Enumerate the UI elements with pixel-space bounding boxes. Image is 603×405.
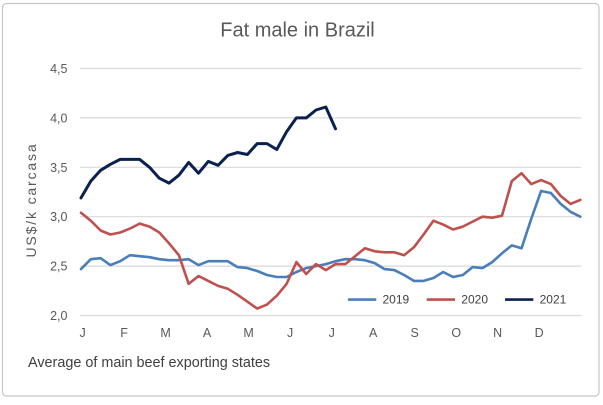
svg-text:US$/k carcasa: US$/k carcasa — [23, 142, 39, 257]
svg-text:A: A — [369, 326, 378, 340]
svg-text:4,5: 4,5 — [50, 62, 67, 76]
svg-text:S: S — [411, 326, 419, 340]
svg-text:2,0: 2,0 — [50, 309, 67, 323]
svg-text:Fat male in Brazil: Fat male in Brazil — [220, 20, 375, 42]
svg-text:Average of main beef exporting: Average of main beef exporting states — [28, 355, 270, 371]
svg-text:J: J — [287, 326, 293, 340]
svg-text:2,5: 2,5 — [50, 260, 67, 274]
svg-text:2021: 2021 — [540, 293, 567, 307]
svg-text:3,5: 3,5 — [50, 161, 67, 175]
svg-text:J: J — [329, 326, 335, 340]
svg-text:4,0: 4,0 — [50, 111, 67, 125]
svg-text:M: M — [160, 326, 170, 340]
svg-text:F: F — [120, 326, 128, 340]
svg-text:A: A — [203, 326, 212, 340]
svg-text:2019: 2019 — [383, 293, 410, 307]
svg-text:D: D — [535, 326, 544, 340]
svg-text:N: N — [493, 326, 502, 340]
svg-text:O: O — [451, 326, 461, 340]
svg-text:2020: 2020 — [461, 293, 488, 307]
svg-text:M: M — [243, 326, 253, 340]
svg-text:3,0: 3,0 — [50, 210, 67, 224]
svg-text:J: J — [79, 326, 85, 340]
